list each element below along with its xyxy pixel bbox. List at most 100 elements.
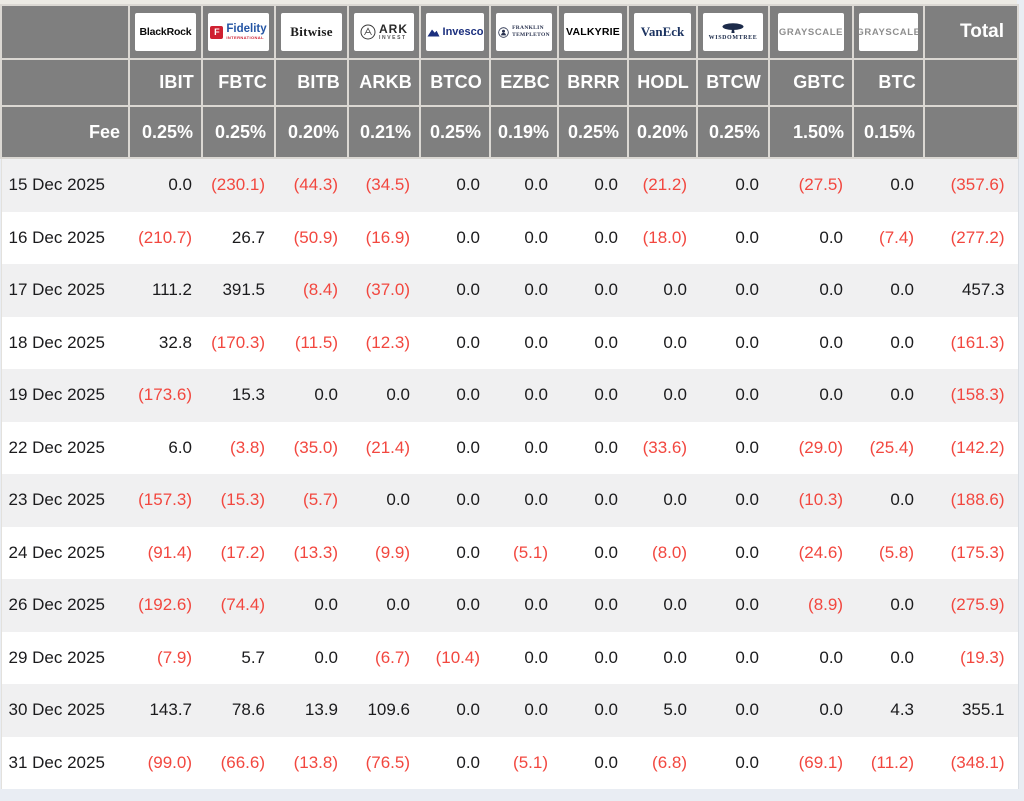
flow-value-cell: 0.0 [890, 175, 914, 195]
ark-wordmark: ARK INVEST [379, 23, 408, 41]
flow-value-cell: 0.0 [890, 595, 914, 615]
flow-value-cell: 0.0 [890, 332, 914, 352]
flow-value-cell: 0.0 [594, 437, 618, 457]
flow-value-cell: 0.0 [524, 227, 548, 247]
ticker-btcw: BTCW [696, 58, 770, 107]
flow-value-cell: 0.0 [663, 647, 687, 667]
franklin-logo: FRANKLIN TEMPLETON [496, 13, 552, 51]
provider-logo-row: BlackRock F Fidelity INTERNATIONAL Bitwise AR… [0, 4, 1019, 60]
flow-value-cell: 0.0 [594, 385, 618, 405]
row-date: 19 Dec 2025 [8, 385, 105, 405]
flow-value-cell: (8.9) [808, 595, 843, 615]
flow-value-cell: 0.0 [524, 385, 548, 405]
fidelity-international-label: INTERNATIONAL [226, 35, 264, 41]
flow-value-cell: 0.0 [594, 752, 618, 772]
flow-value-cell: 4.3 [890, 700, 914, 720]
flow-value-cell: (33.6) [642, 437, 687, 457]
flow-value-cell: (25.4) [869, 437, 914, 457]
ticker-arkb: ARKB [347, 58, 421, 107]
grayscale-logo: GRAYSCALE [859, 13, 918, 51]
flow-value-cell: (21.2) [642, 175, 687, 195]
flow-value-cell: (91.4) [147, 542, 192, 562]
flow-value-cell: (27.5) [798, 175, 843, 195]
table-row: 31 Dec 2025 (99.0) (66.6) (13.8) (76.5) 0.0 (5… [1, 736, 1018, 789]
flow-value-cell: (34.5) [365, 175, 410, 195]
flow-value-cell: 0.0 [594, 700, 618, 720]
flow-value-cell: (74.4) [220, 595, 265, 615]
fee-label: Fee [0, 105, 130, 159]
flow-value-cell: (69.1) [798, 752, 843, 772]
flow-value-cell: 0.0 [594, 280, 618, 300]
row-date: 22 Dec 2025 [8, 437, 105, 457]
flow-value-cell: 0.0 [456, 332, 480, 352]
flow-value-cell: 0.0 [594, 175, 618, 195]
flow-value-cell: 0.0 [735, 227, 759, 247]
templeton-label: TEMPLETON [512, 32, 550, 38]
flow-value-cell: (99.0) [147, 752, 192, 772]
flow-value-cell: 0.0 [735, 700, 759, 720]
table-row: 19 Dec 2025 (173.6) 15.3 0.0 0.0 0.0 0.0 0.0 0.0… [1, 369, 1018, 422]
flow-value-cell: (50.9) [293, 227, 338, 247]
flow-value-cell: 0.0 [456, 595, 480, 615]
invesco-wordmark: Invesco [442, 26, 484, 38]
bitwise-wordmark: Bitwise [290, 24, 333, 39]
flow-value-cell: 0.0 [386, 385, 410, 405]
row-date: 23 Dec 2025 [8, 490, 105, 510]
provider-logo-cell-ezbc: FRANKLIN TEMPLETON [489, 4, 559, 60]
flow-value-cell: 0.0 [386, 595, 410, 615]
flow-value-cell: (11.2) [870, 752, 914, 772]
flow-value-cell: (7.4) [879, 227, 914, 247]
flow-value-cell: (35.0) [293, 437, 338, 457]
table-row: 18 Dec 2025 32.8 (170.3) (11.5) (12.3) 0.0 0.0… [1, 316, 1018, 369]
page-top-strip [0, 0, 1017, 4]
flow-value-cell: (44.3) [293, 175, 338, 195]
flow-value-cell: 109.6 [367, 700, 410, 720]
fee-btco: 0.25% [419, 105, 491, 159]
flow-value-cell: (11.5) [294, 332, 338, 352]
flow-value-cell: 0.0 [735, 332, 759, 352]
flow-value-cell: 0.0 [524, 700, 548, 720]
flow-value-cell: 111.2 [151, 280, 192, 300]
flow-value-cell: (230.1) [211, 175, 265, 195]
flow-value-cell: 0.0 [594, 542, 618, 562]
table-row: 30 Dec 2025 143.7 78.6 13.9 109.6 0.0 0.0 0.0 5.… [1, 684, 1018, 737]
ticker-bitb: BITB [274, 58, 349, 107]
ticker-row-spacer [0, 58, 130, 107]
flow-value-cell: 13.9 [304, 700, 338, 720]
flow-value-cell: (6.8) [652, 752, 687, 772]
blackrock-logo: BlackRock [135, 13, 196, 51]
flow-value-cell: 0.0 [456, 227, 480, 247]
table-row: 15 Dec 2025 0.0 (230.1) (44.3) (34.5) 0.0 0.0 0… [1, 158, 1018, 212]
flow-value-cell: 391.5 [222, 280, 265, 300]
wisdomtree-logo: WISDOMTREE [703, 13, 763, 51]
flow-value-cell: 0.0 [456, 700, 480, 720]
flow-value-cell: (5.7) [303, 490, 338, 510]
corner-cell [0, 4, 130, 60]
flow-value-cell: (5.8) [879, 542, 914, 562]
flow-value-cell: 0.0 [594, 647, 618, 667]
ticker-row-total-spacer [923, 58, 1019, 107]
provider-logo-cell-brrr: VALKYRIE [557, 4, 629, 60]
flow-value-cell: 0.0 [524, 332, 548, 352]
flow-value-cell: 0.0 [819, 700, 843, 720]
franklin-label: FRANKLIN [512, 25, 544, 32]
flow-value-cell: 0.0 [168, 175, 192, 195]
row-date: 31 Dec 2025 [8, 752, 105, 772]
ticker-ezbc: EZBC [489, 58, 559, 107]
flow-value-cell: (13.3) [293, 542, 338, 562]
flow-value-cell: 0.0 [819, 385, 843, 405]
table-header: BlackRock F Fidelity INTERNATIONAL Bitwise AR… [0, 4, 1019, 159]
total-column-header: Total [923, 4, 1019, 60]
flow-value-cell: 0.0 [890, 490, 914, 510]
vaneck-logo: VanEck [634, 13, 691, 51]
row-date: 17 Dec 2025 [8, 280, 105, 300]
flow-value-cell: 0.0 [819, 227, 843, 247]
fee-row-total-spacer [923, 105, 1019, 159]
ark-logo: ARK INVEST [354, 13, 414, 51]
ticker-btco: BTCO [419, 58, 491, 107]
row-date: 18 Dec 2025 [8, 332, 105, 352]
invesco-logo: Invesco [426, 13, 484, 51]
flow-value-cell: 0.0 [663, 490, 687, 510]
flow-value-cell: 0.0 [735, 752, 759, 772]
ark-circle-icon [360, 24, 376, 40]
